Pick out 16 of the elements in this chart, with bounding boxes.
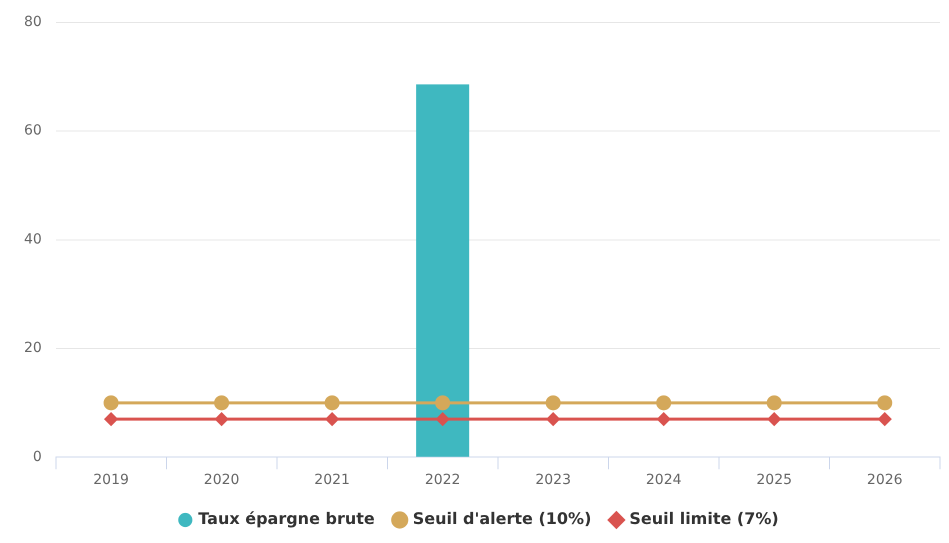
y-tick-label: 20 [24, 340, 42, 356]
y-tick-label: 0 [32, 448, 42, 465]
x-tick-label: 2025 [756, 472, 792, 488]
y-tick-label: 40 [24, 231, 42, 248]
x-tick-label: 2019 [93, 472, 129, 488]
y-tick-label: 60 [24, 122, 42, 139]
x-tick-label: 2020 [204, 472, 240, 488]
legend-label: Taux épargne brute [198, 509, 375, 528]
legend-label: Seuil d'alerte (10%) [412, 509, 592, 528]
y-tick-label: 80 [24, 14, 42, 30]
x-tick-label: 2021 [314, 472, 350, 488]
x-tick-label: 2024 [646, 472, 682, 488]
x-tick-label: 2023 [535, 472, 571, 488]
x-tick-label: 2026 [866, 472, 903, 488]
legend-label: Seuil limite (7%) [629, 509, 779, 528]
x-tick-label: 2022 [424, 472, 460, 488]
